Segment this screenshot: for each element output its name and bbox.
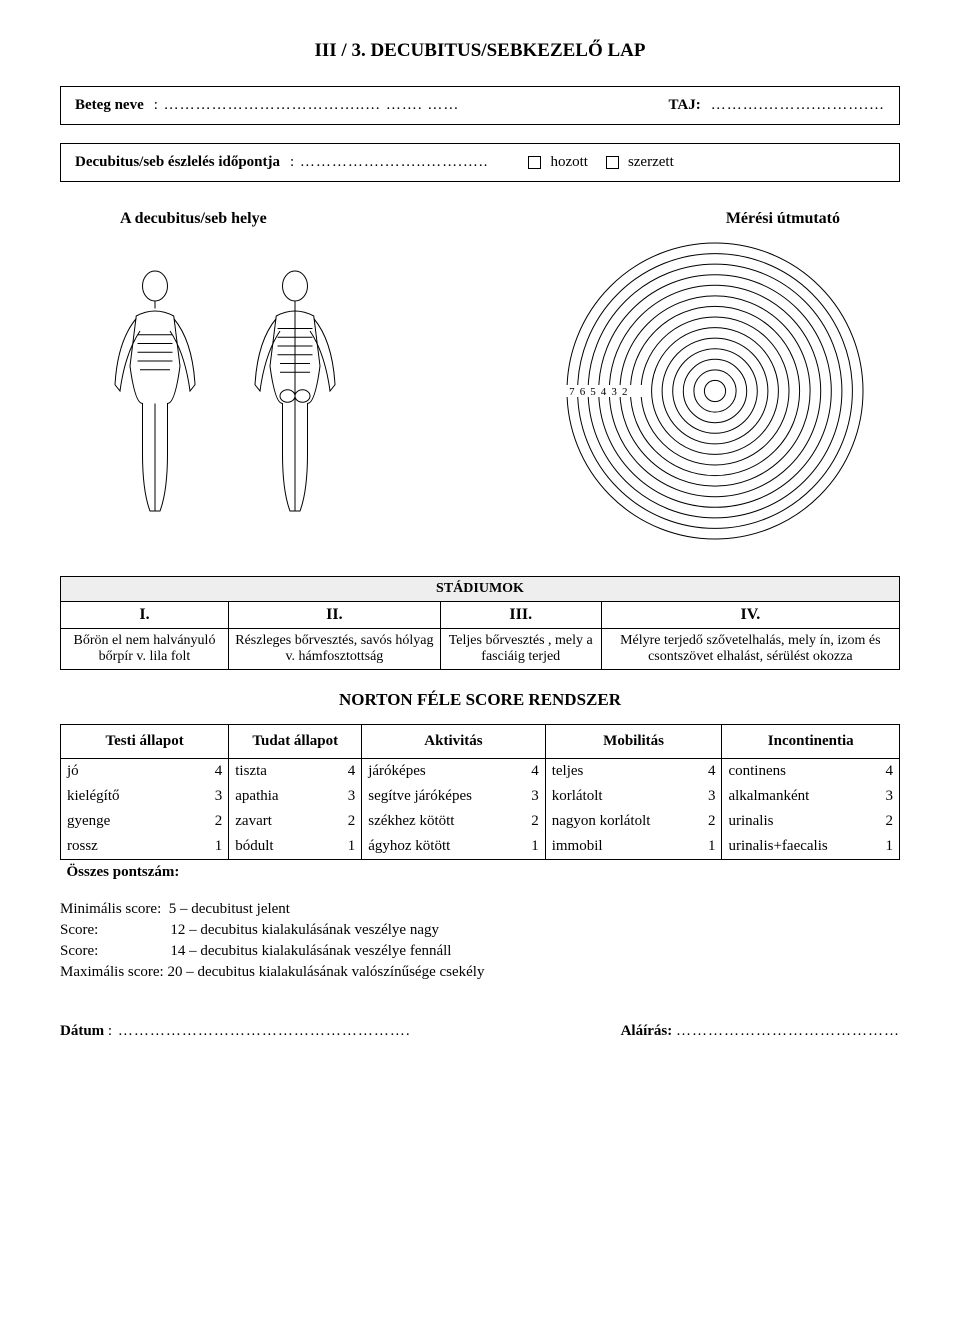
note-max-label: Maximális score: xyxy=(60,964,164,980)
svg-text:6: 6 xyxy=(580,386,586,398)
norton-cell-score: 1 xyxy=(695,834,722,860)
norton-cell-label: urinalis xyxy=(722,809,873,834)
norton-cell-score: 3 xyxy=(873,784,900,809)
norton-cell-score: 2 xyxy=(189,809,229,834)
stadium-desc-4: Mélyre terjedő szővetelhalás, mely ín, i… xyxy=(601,629,899,670)
norton-cell-label: gyenge xyxy=(61,809,190,834)
norton-cell-label: continens xyxy=(722,759,873,785)
norton-cell-score: 3 xyxy=(518,784,545,809)
patient-name-label: Beteg neve xyxy=(75,97,144,114)
svg-text:5: 5 xyxy=(590,386,596,398)
norton-cell-score: 2 xyxy=(695,809,722,834)
checkbox-szerzett[interactable] xyxy=(606,156,619,169)
date-field[interactable]: : ………………………………………………. xyxy=(108,1023,411,1039)
note-min-text: 5 – decubitust jelent xyxy=(169,901,290,917)
stadium-col-1: I. xyxy=(61,602,229,629)
norton-cell-label: rossz xyxy=(61,834,190,860)
norton-h4: Mobilitás xyxy=(545,725,722,759)
norton-total-label: Összes pontszám: xyxy=(61,860,229,886)
norton-cell-label: zavart xyxy=(229,809,327,834)
norton-table: Testi állapot Tudat állapot Aktivitás Mo… xyxy=(60,724,900,885)
signature-field[interactable]: …………………………………… xyxy=(676,1023,900,1039)
norton-cell-score: 2 xyxy=(873,809,900,834)
norton-cell-score: 1 xyxy=(873,834,900,860)
stadium-table: STÁDIUMOK I. II. III. IV. Bőrön el nem h… xyxy=(60,576,900,670)
norton-cell-label: teljes xyxy=(545,759,695,785)
norton-cell-label: ágyhoz kötött xyxy=(362,834,519,860)
norton-cell-score: 1 xyxy=(189,834,229,860)
stadium-desc-1: Bőrön el nem halványuló bőrpír v. lila f… xyxy=(61,629,229,670)
norton-cell-score: 3 xyxy=(695,784,722,809)
stadium-header: STÁDIUMOK xyxy=(61,577,900,602)
norton-cell-score: 2 xyxy=(518,809,545,834)
norton-h1: Testi állapot xyxy=(61,725,229,759)
norton-cell-label: urinalis+faecalis xyxy=(722,834,873,860)
checkbox-hozott-label: hozott xyxy=(550,154,588,171)
norton-cell-score: 3 xyxy=(327,784,362,809)
norton-cell-label: immobil xyxy=(545,834,695,860)
body-location-heading: A decubitus/seb helye xyxy=(120,210,267,228)
svg-text:3: 3 xyxy=(611,386,617,398)
detection-time-label: Decubitus/seb észlelés időpontja xyxy=(75,154,280,171)
norton-cell-score: 4 xyxy=(695,759,722,785)
measure-guide-heading: Mérési útmutató xyxy=(726,210,840,228)
detection-time-field[interactable]: : …………….……..…….….. xyxy=(290,154,488,171)
patient-box: Beteg neve : ………………………………..… ……. …… TAJ:… xyxy=(60,86,900,125)
norton-cell-score: 1 xyxy=(518,834,545,860)
norton-cell-label: apathia xyxy=(229,784,327,809)
note-s14-label: Score: xyxy=(60,943,98,959)
norton-cell-score: 4 xyxy=(327,759,362,785)
stadium-col-4: IV. xyxy=(601,602,899,629)
note-s12-label: Score: xyxy=(60,922,98,938)
body-front-icon xyxy=(90,266,220,516)
measurement-rings[interactable]: 765432 xyxy=(560,236,870,546)
date-label: Dátum xyxy=(60,1023,104,1039)
taj-label: TAJ: xyxy=(669,97,701,114)
norton-cell-label: jó xyxy=(61,759,190,785)
svg-text:2: 2 xyxy=(622,386,628,398)
page-title: III / 3. DECUBITUS/SEBKEZELŐ LAP xyxy=(60,40,900,62)
norton-cell-score: 4 xyxy=(873,759,900,785)
norton-cell-score: 4 xyxy=(518,759,545,785)
note-max-text: 20 – decubitus kialakulásának valószínűs… xyxy=(167,964,484,980)
checkbox-szerzett-label: szerzett xyxy=(628,154,674,171)
score-notes: Minimális score: 5 – decubitust jelent S… xyxy=(60,899,900,983)
patient-name-field[interactable]: : ………………………………..… ……. …… xyxy=(154,97,460,114)
stadium-col-2: II. xyxy=(228,602,440,629)
norton-title: NORTON FÉLE SCORE RENDSZER xyxy=(60,690,900,710)
svg-text:7: 7 xyxy=(569,386,575,398)
note-min-label: Minimális score: xyxy=(60,901,161,917)
norton-h5: Incontinentia xyxy=(722,725,900,759)
detection-box: Decubitus/seb észlelés időpontja : ……………… xyxy=(60,143,900,182)
norton-h2: Tudat állapot xyxy=(229,725,362,759)
svg-text:4: 4 xyxy=(601,386,607,398)
norton-cell-label: segítve járóképes xyxy=(362,784,519,809)
body-back-icon xyxy=(230,266,360,516)
taj-field[interactable]: ……….……….……….… xyxy=(711,97,885,114)
norton-cell-label: járóképes xyxy=(362,759,519,785)
norton-cell-label: nagyon korlátolt xyxy=(545,809,695,834)
norton-cell-score: 1 xyxy=(327,834,362,860)
rings-icon: 765432 xyxy=(560,236,870,546)
note-s14-text: 14 – decubitus kialakulásának veszélye f… xyxy=(170,943,451,959)
signature-label: Aláírás: xyxy=(621,1023,673,1039)
stadium-col-3: III. xyxy=(440,602,601,629)
norton-cell-score: 2 xyxy=(327,809,362,834)
norton-cell-score: 4 xyxy=(189,759,229,785)
norton-cell-label: tiszta xyxy=(229,759,327,785)
norton-h3: Aktivitás xyxy=(362,725,545,759)
body-diagram[interactable] xyxy=(90,266,360,516)
norton-cell-label: korlátolt xyxy=(545,784,695,809)
norton-cell-label: székhez kötött xyxy=(362,809,519,834)
norton-cell-label: kielégítő xyxy=(61,784,190,809)
stadium-desc-2: Részleges bőrvesztés, savós hólyag v. há… xyxy=(228,629,440,670)
stadium-desc-3: Teljes bőrvesztés , mely a fasciáig terj… xyxy=(440,629,601,670)
norton-cell-label: alkalmanként xyxy=(722,784,873,809)
checkbox-hozott[interactable] xyxy=(528,156,541,169)
norton-cell-score: 3 xyxy=(189,784,229,809)
note-s12-text: 12 – decubitus kialakulásának veszélye n… xyxy=(170,922,439,938)
norton-cell-label: bódult xyxy=(229,834,327,860)
